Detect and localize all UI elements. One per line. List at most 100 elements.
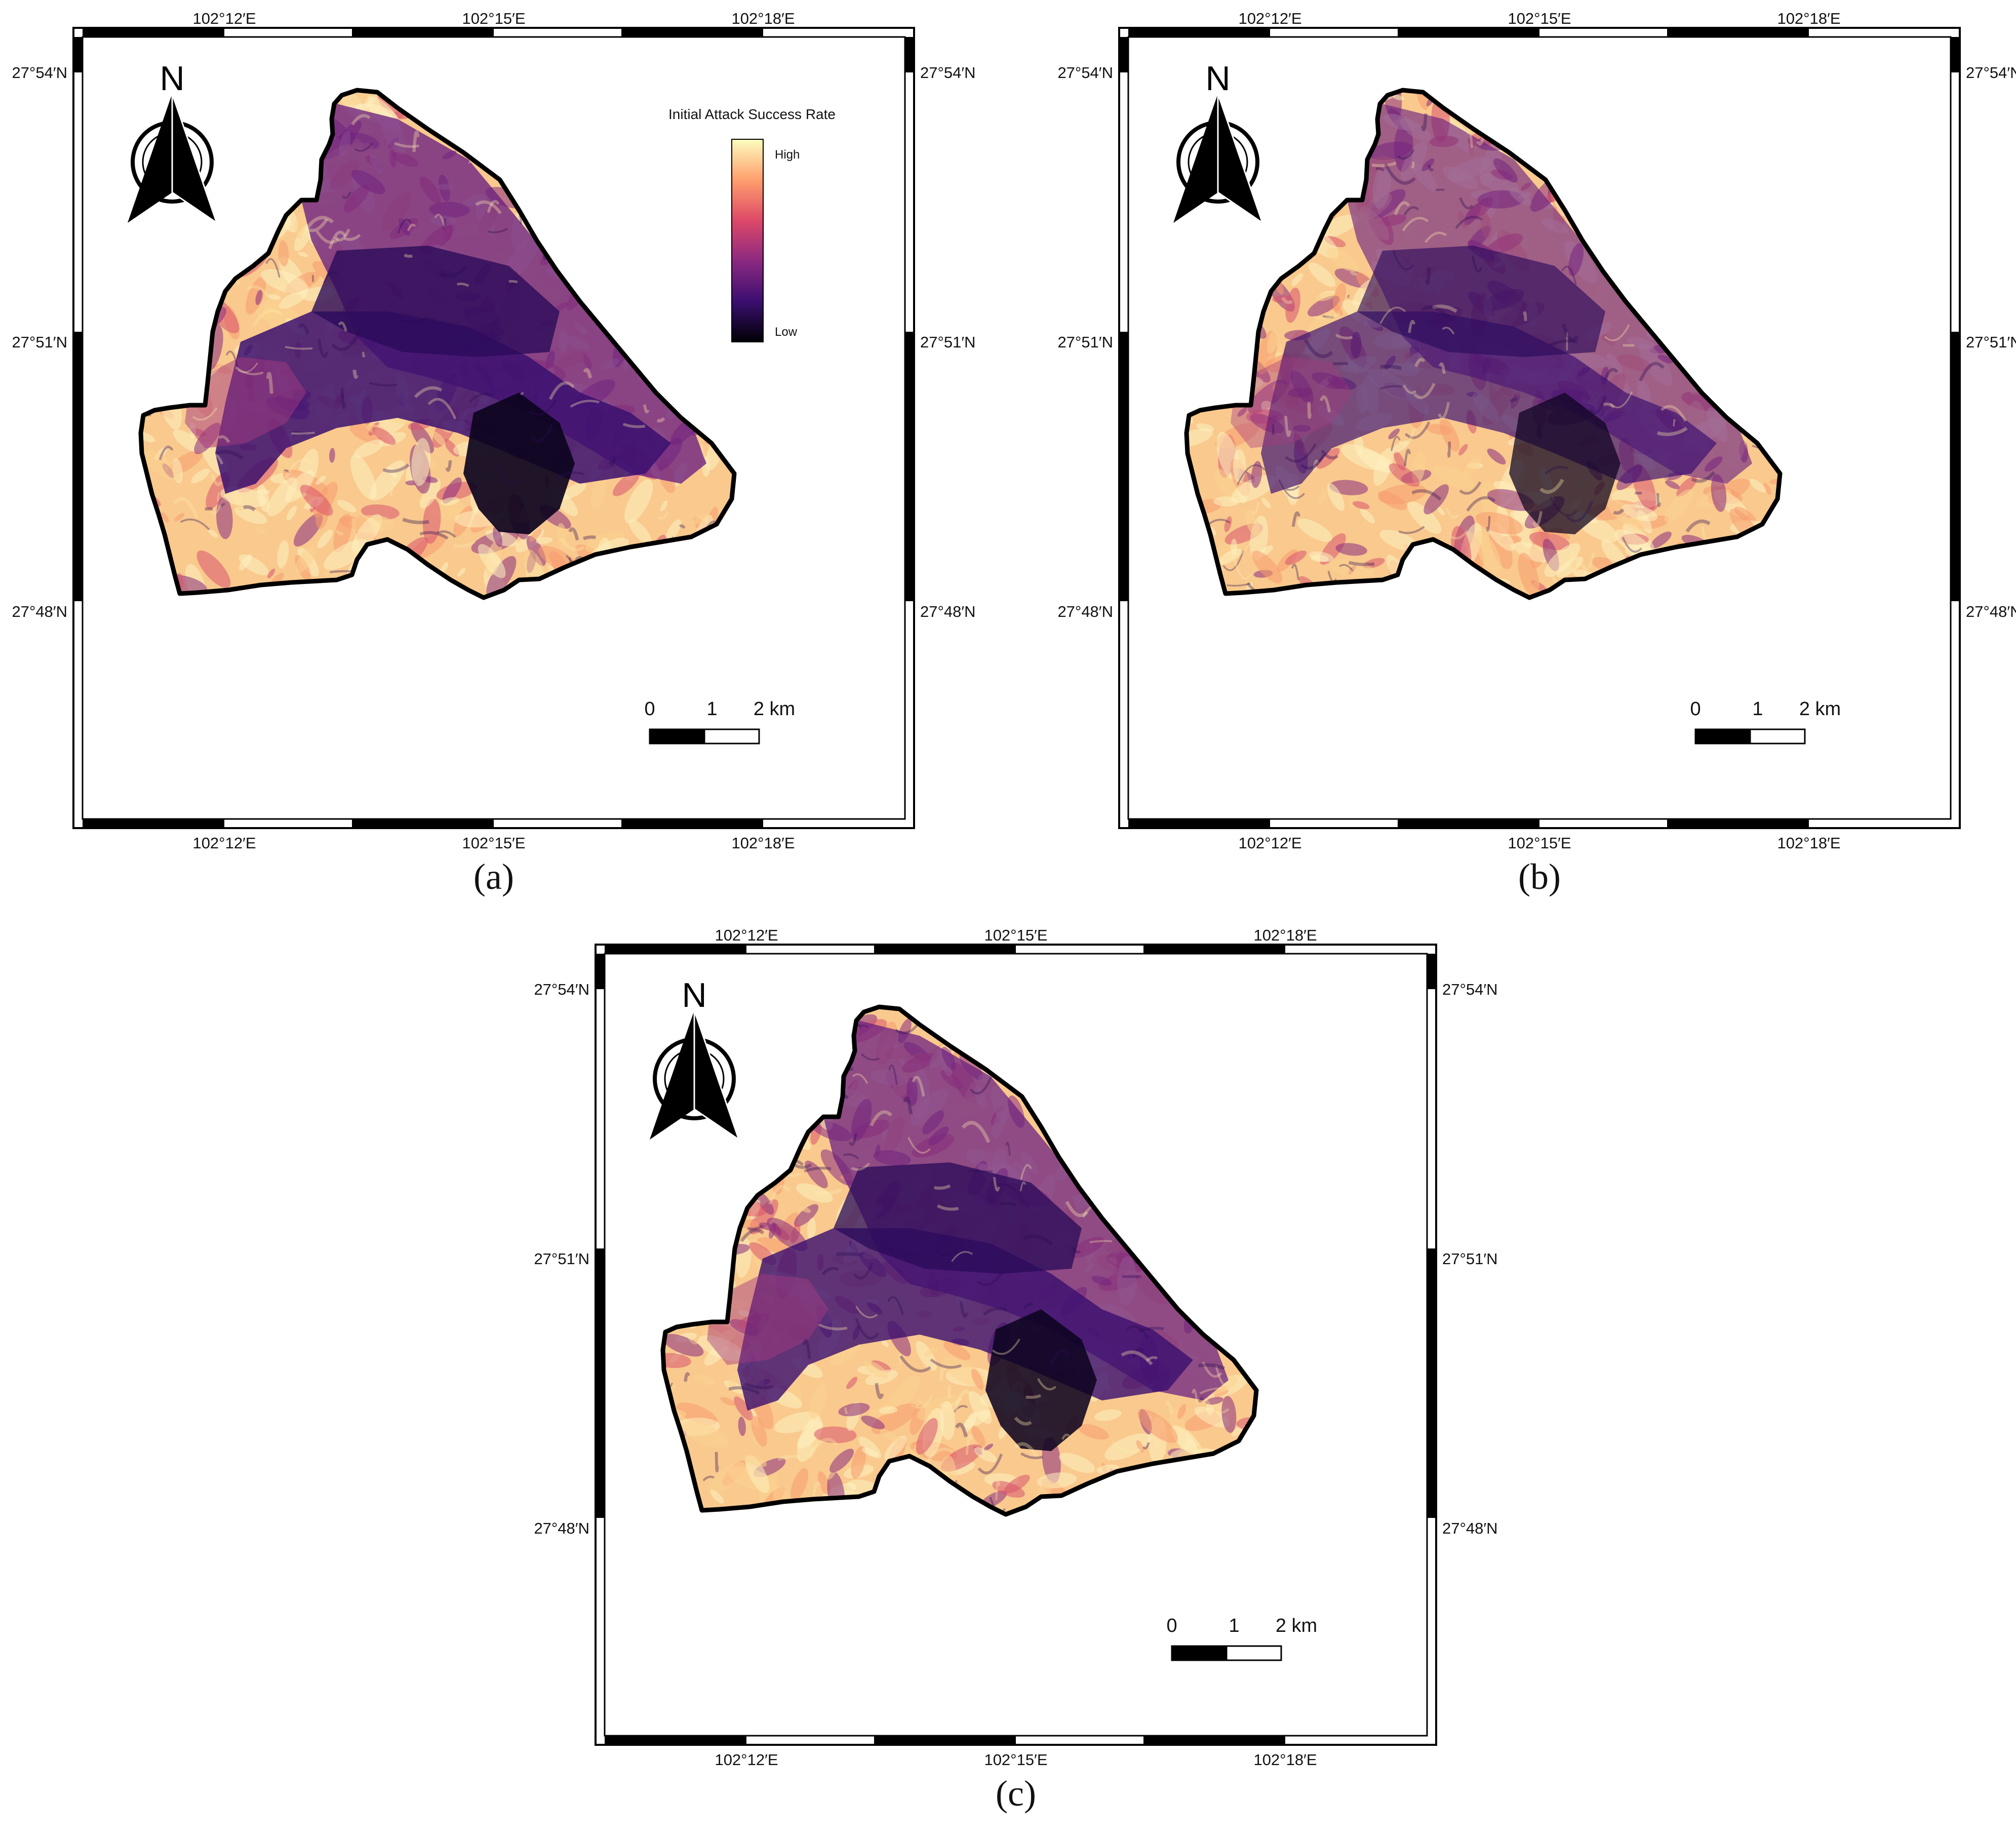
lat-label-right: 27°48′N <box>1966 603 2016 620</box>
panel-caption: (c) <box>996 1773 1036 1814</box>
lat-label-left: 27°51′N <box>534 1250 589 1268</box>
graticule-bar-segment <box>1398 819 1539 828</box>
lon-label-top: 102°18′E <box>1253 926 1317 944</box>
map-panel-a: 102°12′E 102°12′E 102°15′E 102°15′E 102°18′E… <box>12 10 975 897</box>
scale-bar: 0 1 2 km <box>1166 1615 1317 1661</box>
legend: Initial Attack Success Rate High Low <box>668 106 836 342</box>
lon-label-top: 102°18′E <box>731 10 795 27</box>
lon-label-bottom: 102°12′E <box>1238 834 1301 852</box>
graticule-bar-segment <box>1119 332 1128 601</box>
scale-label: 2 km <box>1799 698 1841 720</box>
graticule-bar-segment <box>1143 945 1285 954</box>
lon-label-bottom: 102°15′E <box>984 1751 1047 1769</box>
scale-label: 1 <box>706 698 717 720</box>
graticule-bar-segment <box>73 332 83 601</box>
graticule-bar-segment <box>596 1248 605 1518</box>
lat-label-left: 27°48′N <box>12 603 67 620</box>
study-area-boundary <box>660 1004 1259 1517</box>
graticule-bar-segment <box>73 37 83 72</box>
lon-label-bottom: 102°12′E <box>715 1751 778 1769</box>
lon-label-top: 102°12′E <box>1238 10 1301 27</box>
lat-label-left: 27°54′N <box>534 981 589 998</box>
lon-label-bottom: 102°18′E <box>1777 834 1840 852</box>
lat-label-right: 27°54′N <box>1966 64 2016 82</box>
legend-low-label: Low <box>775 325 798 339</box>
legend-high-label: High <box>775 148 800 162</box>
lon-label-top: 102°18′E <box>1777 10 1840 27</box>
scale-label: 0 <box>1690 698 1701 720</box>
graticule-bar-segment <box>874 1736 1016 1745</box>
graticule-bar-segment <box>605 1736 746 1745</box>
graticule-bar-segment <box>621 819 763 828</box>
graticule-bar-segment <box>1427 954 1436 989</box>
north-arrow-icon: N <box>128 59 218 225</box>
lat-label-right: 27°51′N <box>1442 1250 1498 1268</box>
lon-label-top: 102°12′E <box>715 926 778 944</box>
lon-label-bottom: 102°18′E <box>1253 1751 1317 1769</box>
lat-label-right: 27°51′N <box>920 333 976 351</box>
scale-label: 2 km <box>1276 1615 1317 1636</box>
scale-label: 0 <box>1166 1615 1177 1636</box>
scale-label: 0 <box>644 698 655 720</box>
lat-label-left: 27°51′N <box>1057 333 1113 351</box>
lat-label-left: 27°54′N <box>12 64 67 82</box>
graticule-bar-segment <box>1951 332 1960 601</box>
graticule-bar-segment <box>905 37 914 72</box>
lat-label-right: 27°48′N <box>1442 1519 1498 1537</box>
north-label: N <box>682 976 706 1014</box>
lat-label-left: 27°54′N <box>1057 64 1113 82</box>
lon-label-bottom: 102°18′E <box>731 834 795 852</box>
lat-label-right: 27°48′N <box>920 603 976 620</box>
lat-label-right: 27°54′N <box>920 64 976 82</box>
graticule-bar-segment <box>83 819 224 828</box>
lat-label-right: 27°51′N <box>1966 333 2016 351</box>
lon-label-bottom: 102°15′E <box>1508 834 1571 852</box>
map-panel-b: 102°12′E 102°12′E 102°15′E 102°15′E 102°18′E… <box>1057 10 2016 897</box>
study-area-boundary <box>138 88 737 600</box>
north-label: N <box>1205 59 1230 98</box>
lat-label-left: 27°51′N <box>12 333 67 351</box>
north-arrow-icon: N <box>650 976 740 1142</box>
graticule-bar-segment <box>1143 1736 1285 1745</box>
lat-label-left: 27°48′N <box>534 1519 589 1537</box>
graticule-bar-segment <box>1667 819 1809 828</box>
graticule-bar-segment <box>1951 37 1960 72</box>
north-arrow-icon: N <box>1173 59 1264 225</box>
scale-label: 1 <box>1229 1615 1239 1636</box>
panel-caption: (a) <box>473 856 514 897</box>
graticule-bar-segment <box>1128 28 1270 37</box>
lon-label-top: 102°15′E <box>462 10 525 27</box>
scale-bar: 0 1 2 km <box>644 698 795 745</box>
lon-label-top: 102°15′E <box>984 926 1047 944</box>
graticule-bar-segment <box>621 28 763 37</box>
panel-caption: (b) <box>1518 856 1561 897</box>
graticule-bar-segment <box>1427 1248 1436 1518</box>
study-area-boundary <box>1184 88 1783 600</box>
graticule-bar-segment <box>874 945 1016 954</box>
graticule-bar-segment <box>1119 37 1128 72</box>
graticule-bar-segment <box>352 819 494 828</box>
lon-label-bottom: 102°12′E <box>192 834 256 852</box>
north-label: N <box>160 59 184 98</box>
lon-label-top: 102°15′E <box>1508 10 1571 27</box>
graticule-bar-segment <box>1128 819 1270 828</box>
scale-bar: 0 1 2 km <box>1690 698 1841 745</box>
lat-label-right: 27°54′N <box>1442 981 1498 998</box>
legend-title: Initial Attack Success Rate <box>668 106 836 122</box>
map-panel-c: 102°12′E 102°12′E 102°15′E 102°15′E 102°18′E… <box>534 926 1497 1814</box>
lon-label-bottom: 102°15′E <box>462 834 525 852</box>
lon-label-top: 102°12′E <box>192 10 256 27</box>
lat-label-left: 27°48′N <box>1057 603 1113 620</box>
graticule-bar-segment <box>1667 28 1809 37</box>
scale-label: 2 km <box>754 698 795 720</box>
legend-colorbar <box>731 139 764 342</box>
graticule-bar-segment <box>905 332 914 601</box>
graticule-bar-segment <box>596 954 605 989</box>
scale-label: 1 <box>1752 698 1763 720</box>
graticule-bar-segment <box>1398 28 1539 37</box>
graticule-bar-segment <box>83 28 224 37</box>
graticule-bar-segment <box>605 945 746 954</box>
graticule-bar-segment <box>352 28 494 37</box>
